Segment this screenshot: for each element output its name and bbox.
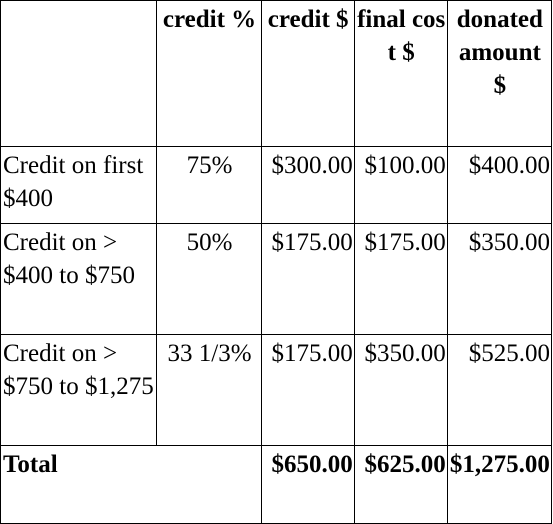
row-credit-amt: $300.00 [260, 146, 355, 224]
row-donated: $400.00 [446, 146, 553, 224]
header-empty [0, 0, 158, 147]
total-donated: $1,275.00 [446, 445, 553, 524]
row-credit-pct: 75% [156, 146, 262, 224]
total-row: Total $650.00 $625.00 $1,275.00 [0, 445, 553, 524]
row-credit-pct: 33 1/3% [156, 334, 262, 446]
header-credit-amt: credit $ [260, 0, 355, 147]
row-credit-amt: $175.00 [260, 223, 355, 335]
table-row: Credit on > $750 to $1,275 33 1/3% $175.… [0, 334, 553, 446]
total-label: Total [0, 445, 262, 524]
total-credit-amt: $650.00 [260, 445, 355, 524]
total-final-cost: $625.00 [353, 445, 448, 524]
row-final-cost: $350.00 [353, 334, 448, 446]
row-final-cost: $175.00 [353, 223, 448, 335]
row-label: Credit on > $750 to $1,275 [0, 334, 158, 446]
row-credit-pct: 50% [156, 223, 262, 335]
row-credit-amt: $175.00 [260, 334, 355, 446]
row-donated: $525.00 [446, 334, 553, 446]
header-final-cost: final cost $ [353, 0, 448, 147]
row-label: Credit on first $400 [0, 146, 158, 224]
row-final-cost: $100.00 [353, 146, 448, 224]
row-donated: $350.00 [446, 223, 553, 335]
header-donated: donated amount $ [446, 0, 553, 147]
row-label: Credit on > $400 to $750 [0, 223, 158, 335]
table-row: Credit on > $400 to $750 50% $175.00 $17… [0, 223, 553, 335]
header-row: credit % credit $ final cost $ donated a… [0, 0, 553, 147]
header-credit-pct: credit % [156, 0, 262, 147]
table-row: Credit on first $400 75% $300.00 $100.00… [0, 146, 553, 224]
